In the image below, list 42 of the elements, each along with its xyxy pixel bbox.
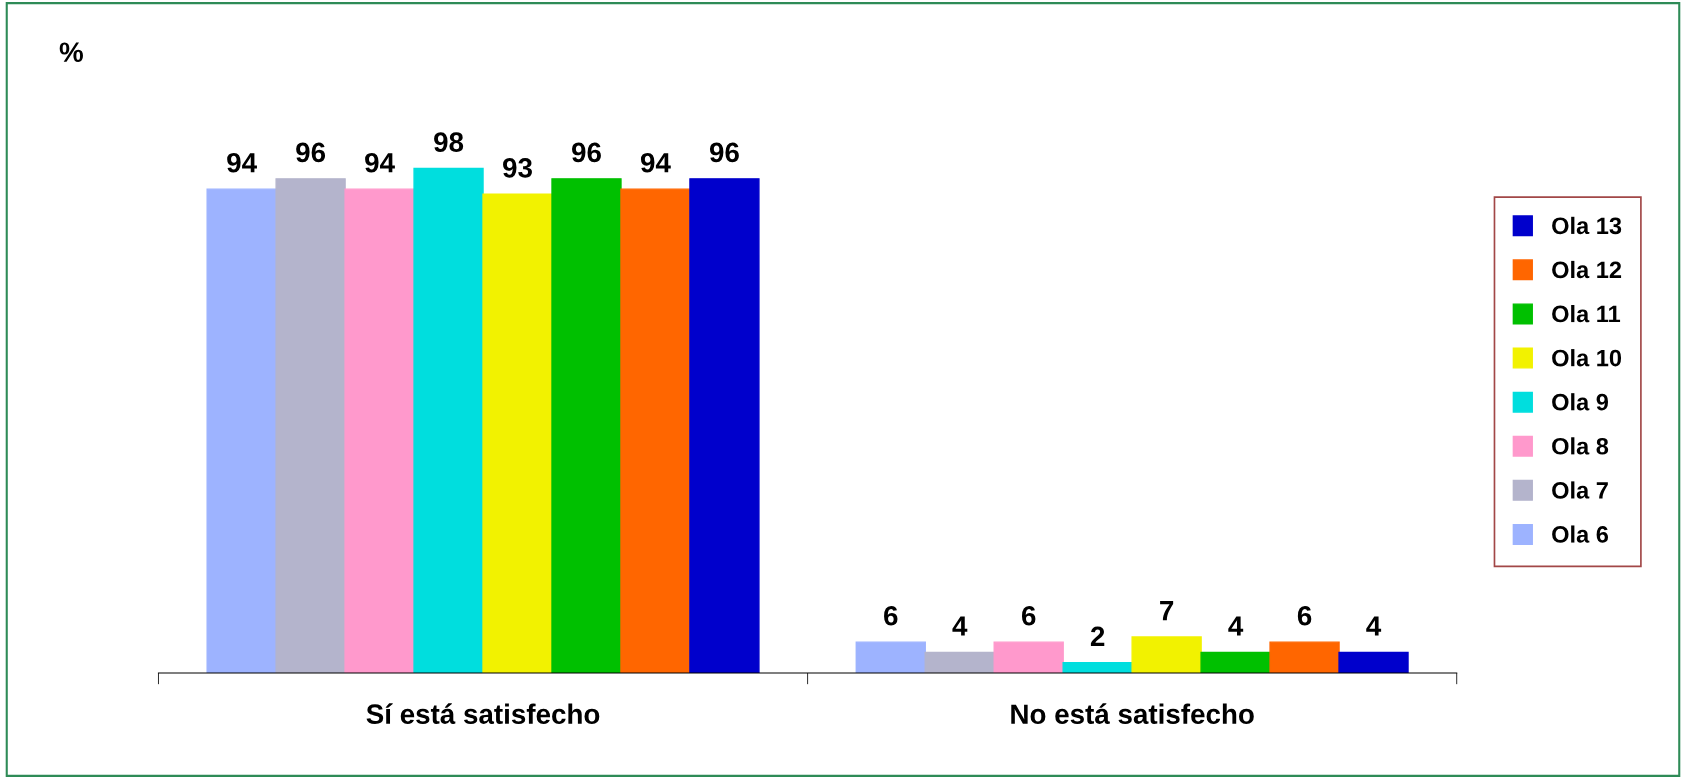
bar bbox=[206, 188, 277, 674]
legend-label: Ola 13 bbox=[1552, 216, 1622, 235]
legend-label: Ola 12 bbox=[1552, 260, 1622, 279]
data-label: 7 bbox=[1160, 601, 1174, 621]
bar bbox=[1131, 636, 1202, 674]
bar bbox=[689, 178, 760, 674]
bar bbox=[855, 641, 926, 674]
bar bbox=[1269, 641, 1340, 674]
bar bbox=[413, 167, 484, 674]
data-label: 6 bbox=[1297, 605, 1312, 626]
bar bbox=[1200, 651, 1271, 674]
data-label: 94 bbox=[640, 152, 671, 173]
legend-label: Ola 8 bbox=[1552, 437, 1609, 455]
bar bbox=[993, 641, 1064, 674]
x-tick-label: No está satisfecho bbox=[1011, 703, 1254, 725]
data-label: 98 bbox=[434, 132, 464, 152]
data-label: 96 bbox=[296, 142, 326, 163]
legend-label: Ola 6 bbox=[1552, 525, 1609, 543]
legend-label: Ola 7 bbox=[1552, 481, 1608, 499]
data-label: 4 bbox=[1366, 616, 1382, 636]
x-tick-label: Sí está satisfecho bbox=[366, 703, 600, 725]
legend-label: Ola 9 bbox=[1552, 393, 1609, 411]
bar bbox=[1338, 651, 1409, 674]
bar bbox=[620, 188, 691, 674]
data-label: 4 bbox=[1228, 616, 1244, 636]
data-label: 6 bbox=[1021, 605, 1036, 626]
bar bbox=[344, 188, 415, 674]
data-label: 94 bbox=[227, 152, 257, 173]
bar bbox=[482, 193, 553, 674]
bar bbox=[275, 178, 346, 674]
data-label: 4 bbox=[952, 616, 968, 636]
bar bbox=[551, 178, 622, 674]
y-axis-title: % bbox=[59, 42, 83, 62]
data-label: 96 bbox=[709, 142, 739, 163]
legend-label: Ola 10 bbox=[1552, 349, 1622, 367]
data-label: 6 bbox=[884, 605, 898, 626]
legend-label: Ola 11 bbox=[1552, 304, 1621, 323]
data-label: 96 bbox=[572, 142, 601, 163]
data-label: 2 bbox=[1090, 626, 1105, 646]
bar bbox=[924, 651, 995, 674]
data-label: 94 bbox=[365, 152, 395, 173]
data-label: 93 bbox=[503, 158, 532, 178]
